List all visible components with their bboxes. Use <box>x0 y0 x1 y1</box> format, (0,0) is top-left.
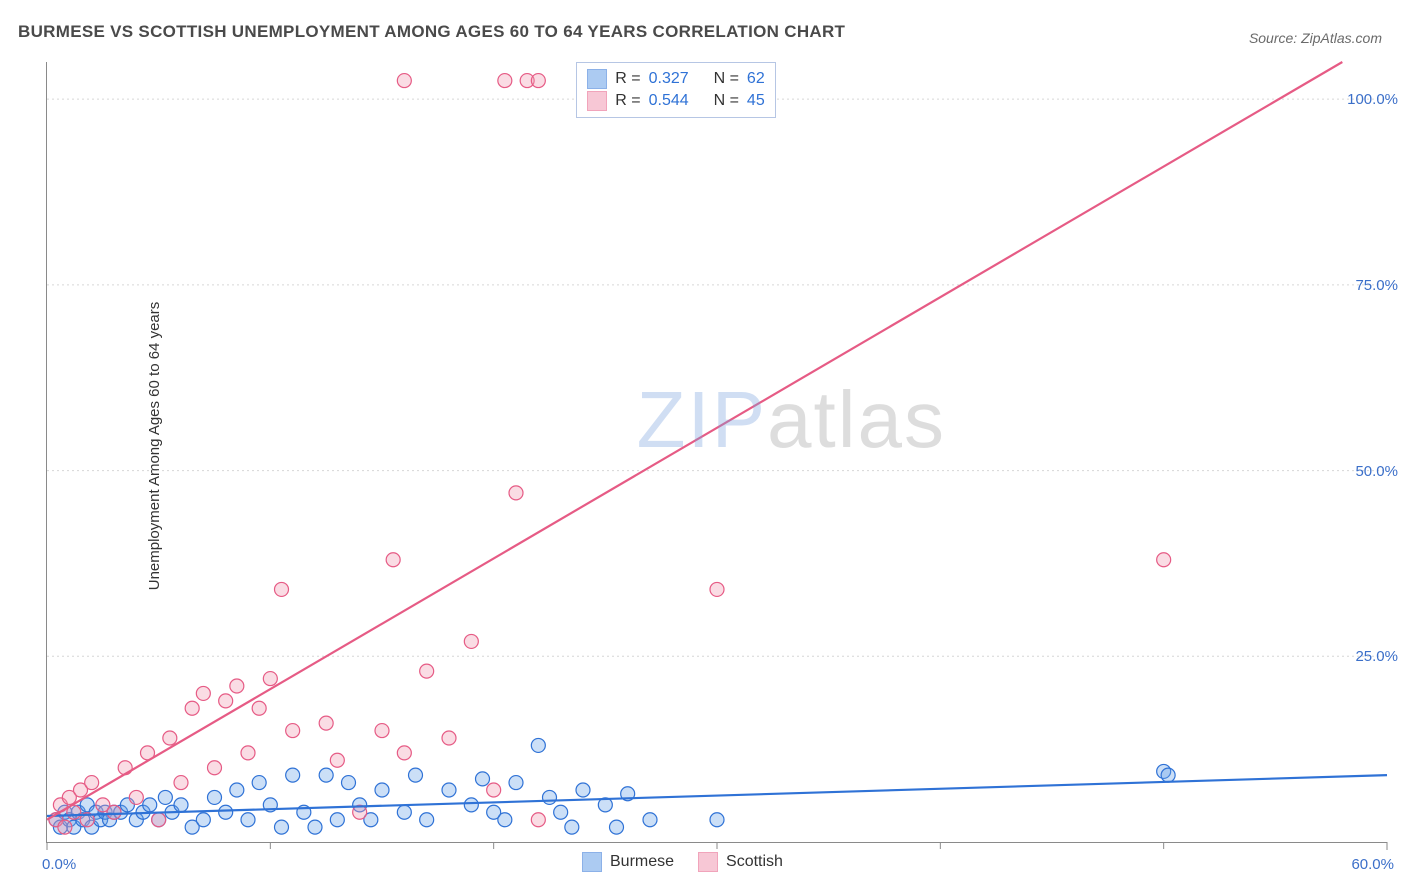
data-point-scottish <box>163 731 177 745</box>
data-point-scottish <box>152 813 166 827</box>
legend-swatch-scottish <box>698 852 718 872</box>
data-point-burmese <box>554 805 568 819</box>
data-point-burmese <box>241 813 255 827</box>
data-point-scottish <box>230 679 244 693</box>
data-point-scottish <box>498 74 512 88</box>
data-point-burmese <box>208 790 222 804</box>
data-point-burmese <box>286 768 300 782</box>
data-point-scottish <box>196 686 210 700</box>
data-point-burmese <box>610 820 624 834</box>
legend-item-scottish: Scottish <box>698 852 783 872</box>
data-point-scottish <box>286 724 300 738</box>
data-point-scottish <box>386 553 400 567</box>
data-point-burmese <box>565 820 579 834</box>
regression-line-burmese <box>47 775 1387 816</box>
data-point-burmese <box>219 805 233 819</box>
chart-title: BURMESE VS SCOTTISH UNEMPLOYMENT AMONG A… <box>18 22 845 42</box>
data-point-scottish <box>275 582 289 596</box>
data-point-scottish <box>531 74 545 88</box>
y-tick-label: 25.0% <box>1355 648 1398 665</box>
data-point-burmese <box>498 813 512 827</box>
data-point-scottish <box>185 701 199 715</box>
label-n: N = <box>714 70 739 88</box>
data-point-scottish <box>129 790 143 804</box>
value-r: 0.327 <box>649 70 689 88</box>
data-point-burmese <box>252 776 266 790</box>
label-r: R = <box>615 92 640 110</box>
data-point-burmese <box>319 768 333 782</box>
data-point-burmese <box>174 798 188 812</box>
data-point-burmese <box>143 798 157 812</box>
data-point-burmese <box>397 805 411 819</box>
y-tick-label: 75.0% <box>1355 277 1398 294</box>
data-point-burmese <box>375 783 389 797</box>
data-point-scottish <box>375 724 389 738</box>
data-point-burmese <box>308 820 322 834</box>
data-point-burmese <box>275 820 289 834</box>
stats-row-burmese: R = 0.327 N = 62 <box>587 69 764 89</box>
label-n: N = <box>714 92 739 110</box>
data-point-burmese <box>158 790 172 804</box>
data-point-scottish <box>397 746 411 760</box>
data-point-burmese <box>230 783 244 797</box>
data-point-burmese <box>643 813 657 827</box>
data-point-burmese <box>330 813 344 827</box>
regression-line-scottish <box>47 62 1342 820</box>
legend-item-burmese: Burmese <box>582 852 674 872</box>
data-point-burmese <box>464 798 478 812</box>
data-point-scottish <box>174 776 188 790</box>
data-point-scottish <box>263 672 277 686</box>
data-point-burmese <box>409 768 423 782</box>
data-point-scottish <box>442 731 456 745</box>
value-n: 62 <box>747 70 765 88</box>
data-point-scottish <box>397 74 411 88</box>
data-point-burmese <box>196 813 210 827</box>
data-point-scottish <box>531 813 545 827</box>
data-point-scottish <box>420 664 434 678</box>
y-tick-label: 50.0% <box>1355 463 1398 480</box>
data-point-burmese <box>531 738 545 752</box>
swatch-scottish <box>587 91 607 111</box>
data-point-scottish <box>85 776 99 790</box>
value-n: 45 <box>747 92 765 110</box>
stats-row-scottish: R = 0.544 N = 45 <box>587 91 764 111</box>
correlation-stats-legend: R = 0.327 N = 62 R = 0.544 N = 45 <box>576 62 775 118</box>
data-point-scottish <box>208 761 222 775</box>
legend-swatch-burmese <box>582 852 602 872</box>
data-point-burmese <box>710 813 724 827</box>
data-point-burmese <box>576 783 590 797</box>
data-point-burmese <box>1161 768 1175 782</box>
data-point-scottish <box>1157 553 1171 567</box>
data-point-scottish <box>710 582 724 596</box>
y-tick-label: 100.0% <box>1347 91 1398 108</box>
data-point-scottish <box>509 486 523 500</box>
data-point-scottish <box>118 761 132 775</box>
data-point-burmese <box>420 813 434 827</box>
data-point-scottish <box>330 753 344 767</box>
legend-label: Scottish <box>726 853 783 871</box>
data-point-scottish <box>252 701 266 715</box>
series-legend: Burmese Scottish <box>582 852 783 872</box>
data-point-scottish <box>487 783 501 797</box>
x-tick-label: 0.0% <box>42 856 76 873</box>
label-r: R = <box>615 70 640 88</box>
data-point-burmese <box>509 776 523 790</box>
data-point-scottish <box>219 694 233 708</box>
data-point-burmese <box>476 772 490 786</box>
chart-svg <box>47 62 1387 842</box>
data-point-scottish <box>107 805 121 819</box>
data-point-scottish <box>464 634 478 648</box>
legend-label: Burmese <box>610 853 674 871</box>
plot-area: ZIPatlas R =0.327 N =62R =0.544 N =45 <box>46 62 1387 843</box>
swatch-burmese <box>587 69 607 89</box>
value-r: 0.544 <box>649 92 689 110</box>
data-point-scottish <box>58 820 72 834</box>
source-attribution: Source: ZipAtlas.com <box>1249 30 1382 46</box>
data-point-scottish <box>241 746 255 760</box>
data-point-burmese <box>543 790 557 804</box>
x-tick-label: 60.0% <box>1351 856 1394 873</box>
data-point-burmese <box>342 776 356 790</box>
data-point-scottish <box>319 716 333 730</box>
data-point-burmese <box>442 783 456 797</box>
